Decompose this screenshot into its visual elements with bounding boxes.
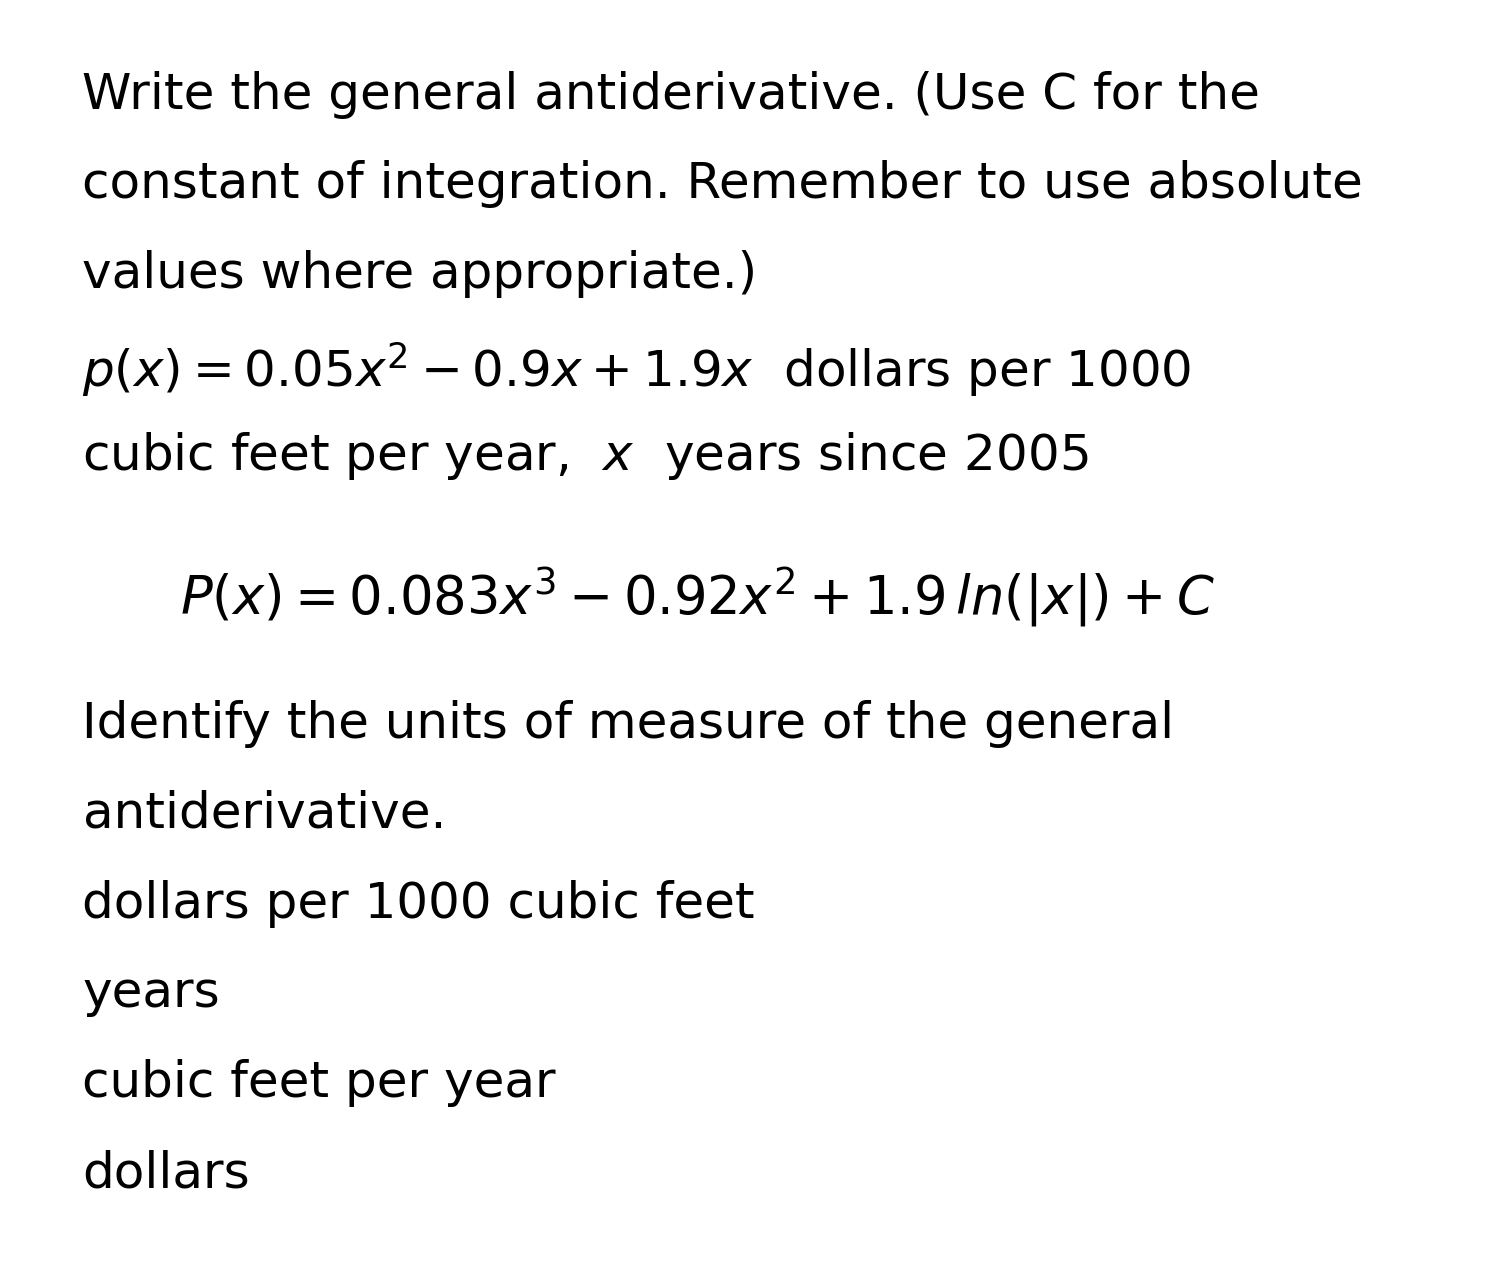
Text: values where appropriate.): values where appropriate.) [82,250,758,298]
Text: Identify the units of measure of the general: Identify the units of measure of the gen… [82,700,1174,747]
Text: constant of integration. Remember to use absolute: constant of integration. Remember to use… [82,160,1364,208]
Text: years: years [82,969,220,1017]
Text: $P(x) = 0.083x^3 - 0.92x^2 + 1.9\,ln(|x|) + C$: $P(x) = 0.083x^3 - 0.92x^2 + 1.9\,ln(|x|… [180,565,1215,629]
Text: cubic feet per year: cubic feet per year [82,1059,556,1107]
Text: antiderivative.: antiderivative. [82,790,446,837]
Text: dollars per 1000 cubic feet: dollars per 1000 cubic feet [82,880,754,927]
Text: cubic feet per year,  $x$  years since 2005: cubic feet per year, $x$ years since 200… [82,430,1089,482]
Text: $p(x) = 0.05x^2 - 0.9x + 1.9x$  dollars per 1000: $p(x) = 0.05x^2 - 0.9x + 1.9x$ dollars p… [82,340,1192,399]
Text: dollars: dollars [82,1149,251,1197]
Text: Write the general antiderivative. (Use C for the: Write the general antiderivative. (Use C… [82,71,1260,118]
